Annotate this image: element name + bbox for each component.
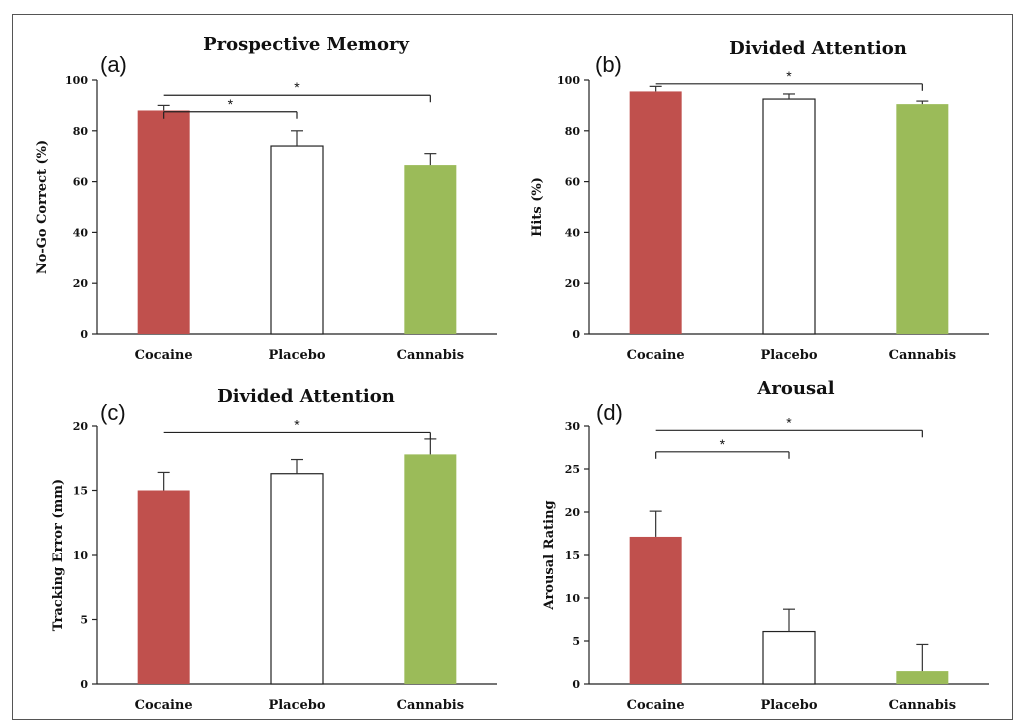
bar-cocaine: [137, 110, 190, 334]
chart-panel-b: Divided Attention (b) Hits (%) 0 20 40 60 80 100…: [530, 38, 989, 363]
category-label: Cocaine: [627, 698, 685, 713]
y-tick-label: 100: [65, 74, 88, 87]
bar-cannabis: [896, 104, 949, 334]
y-tick-label: 15: [565, 549, 580, 562]
category-label: Cocaine: [135, 698, 193, 713]
y-tick-label: 100: [557, 74, 580, 87]
category-label: Cannabis: [397, 698, 464, 713]
panel-label: (d): [596, 400, 623, 425]
category-label: Placebo: [760, 348, 817, 363]
y-tick-label: 80: [565, 125, 581, 138]
y-tick-label: 60: [73, 176, 89, 189]
category-label: Placebo: [268, 698, 325, 713]
y-tick-label: 0: [572, 328, 580, 341]
chart-title: Divided Attention: [217, 386, 395, 407]
y-axis-label: Tracking Error (mm): [51, 479, 66, 631]
significance-bracket: *: [163, 416, 431, 440]
category-label: Cocaine: [627, 348, 685, 363]
significance-bracket: *: [163, 79, 431, 103]
significance-star: *: [294, 79, 300, 95]
y-axis-label: No-Go Correct (%): [35, 140, 50, 274]
panel-label: (a): [100, 52, 127, 77]
chart-panel-c: Divided Attention (c) Tracking Error (mm) 0…: [51, 386, 497, 713]
y-tick-label: 5: [80, 614, 88, 627]
y-tick-label: 10: [73, 549, 89, 562]
bar-placebo: [762, 630, 816, 685]
y-tick-label: 20: [73, 420, 89, 433]
y-tick-label: 20: [565, 506, 581, 519]
y-tick-label: 25: [565, 463, 580, 476]
chart-panel-a: Prospective Memory (a) No-Go Correct (%) 0 2…: [35, 34, 497, 363]
panel-label: (b): [595, 52, 622, 77]
y-tick-label: 40: [73, 226, 89, 239]
chart-title: Prospective Memory: [203, 34, 409, 55]
bar-placebo: [762, 98, 816, 335]
y-tick-label: 0: [80, 678, 88, 691]
y-tick-label: 0: [80, 328, 88, 341]
y-tick-label: 60: [565, 176, 581, 189]
bar-cannabis: [404, 454, 457, 684]
bar-cannabis: [896, 671, 949, 684]
y-axis-label: Hits (%): [530, 177, 545, 237]
y-axis-label: Arousal Rating: [542, 500, 557, 610]
category-label: Cannabis: [889, 348, 956, 363]
y-tick-label: 20: [73, 277, 89, 290]
significance-bracket: *: [655, 414, 923, 438]
significance-bracket: *: [655, 436, 790, 459]
y-tick-label: 20: [565, 277, 581, 290]
bar-cocaine: [137, 490, 190, 684]
y-tick-label: 30: [565, 420, 581, 433]
category-label: Cannabis: [397, 348, 464, 363]
category-label: Cannabis: [889, 698, 956, 713]
bar-cocaine: [629, 91, 682, 335]
y-tick-label: 5: [572, 635, 580, 648]
y-tick-label: 80: [73, 125, 89, 138]
bar-cannabis: [404, 165, 457, 334]
significance-bracket: *: [655, 68, 923, 91]
chart-panel-d: Arousal (d) Arousal Rating 0 5 10 15 20 25 30 Coca…: [542, 378, 989, 713]
significance-star: *: [294, 416, 300, 432]
chart-title: Divided Attention: [729, 38, 907, 59]
category-label: Cocaine: [135, 348, 193, 363]
y-tick-label: 40: [565, 226, 581, 239]
bar-placebo: [270, 473, 324, 685]
y-tick-label: 15: [73, 485, 88, 498]
panel-label: (c): [100, 400, 126, 425]
y-tick-label: 10: [565, 592, 581, 605]
significance-bracket: *: [163, 96, 298, 119]
category-label: Placebo: [268, 348, 325, 363]
significance-star: *: [228, 96, 234, 112]
bar-placebo: [270, 145, 324, 335]
category-label: Placebo: [760, 698, 817, 713]
significance-star: *: [786, 68, 792, 84]
chart-title: Arousal: [756, 378, 834, 399]
significance-star: *: [720, 436, 726, 452]
bar-cocaine: [629, 536, 682, 684]
y-tick-label: 0: [572, 678, 580, 691]
significance-star: *: [786, 414, 792, 430]
